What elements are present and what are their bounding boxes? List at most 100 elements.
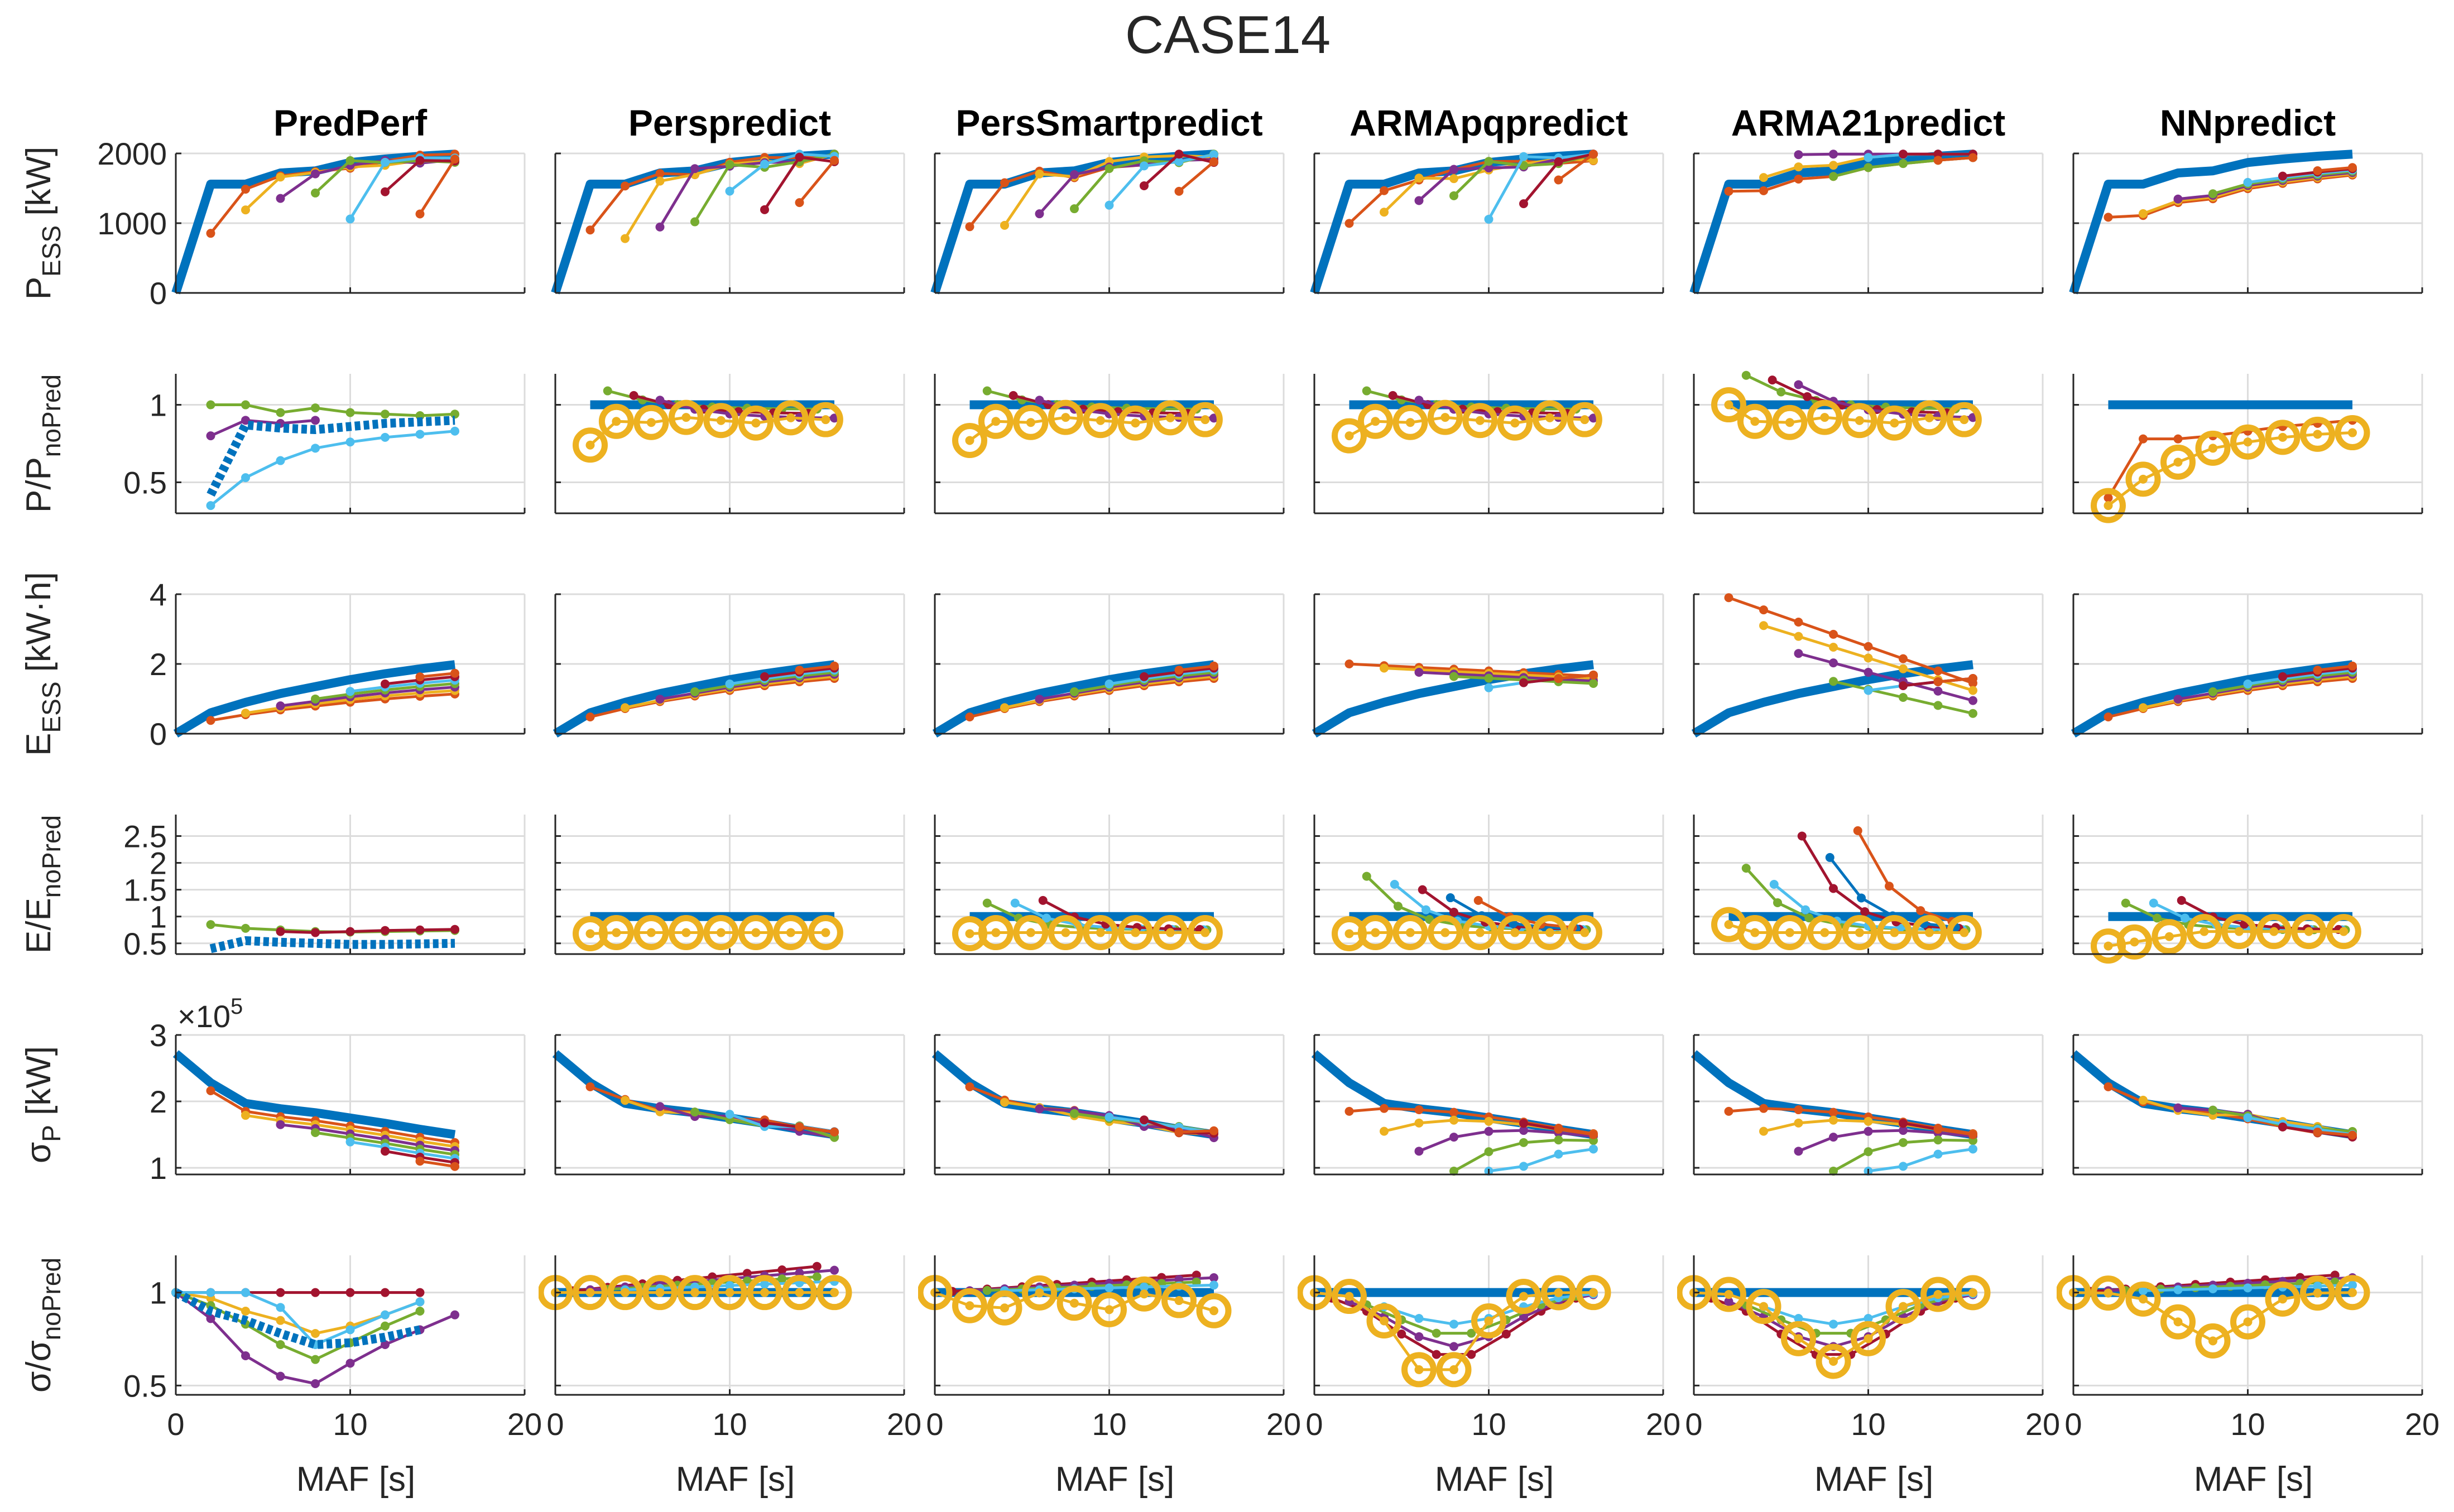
series-point: [1933, 1149, 1943, 1159]
series-point: [690, 164, 699, 174]
ylabel-main: E: [20, 733, 58, 756]
series-point: [1209, 661, 1218, 671]
series-group: [1691, 1050, 1977, 1176]
series-point: [612, 928, 621, 937]
series-line: [2317, 1130, 2353, 1137]
series-point: [1414, 1365, 1424, 1374]
series-point: [982, 1285, 992, 1295]
series-marker-circle: [817, 1275, 852, 1311]
series-point: [1589, 1144, 1598, 1154]
x-tick-label: 0: [2064, 1407, 2082, 1442]
series-point: [206, 400, 215, 410]
series-point: [2278, 672, 2287, 681]
series-point: [830, 1288, 839, 1297]
series-point: [345, 1359, 355, 1368]
series-marker-circle: [2300, 416, 2335, 452]
series-point: [1371, 928, 1380, 937]
series-point: [965, 222, 974, 232]
panel-r0-c4: ARMA21predict: [1689, 102, 2044, 295]
series-group: [1711, 370, 1982, 441]
series-point: [1140, 1115, 1149, 1125]
series-marker-circle: [1083, 915, 1118, 951]
series-point: [2153, 913, 2162, 923]
series-marker-circle: [1462, 403, 1498, 439]
x-tick-label: 20: [507, 1407, 542, 1442]
series-point: [2104, 213, 2113, 222]
series-marker-circle: [1392, 915, 1428, 951]
series-point: [1864, 1147, 1873, 1157]
series-marker-circle: [1781, 1321, 1816, 1356]
series-point: [311, 928, 320, 937]
series-point: [1445, 893, 1455, 903]
series-point: [450, 668, 459, 678]
series-point: [1924, 413, 1934, 422]
series-point: [1794, 1314, 1803, 1323]
series-point: [1414, 1105, 1424, 1115]
series-marker-circle: [1332, 418, 1367, 454]
series-point: [311, 1355, 320, 1364]
series-group: [171, 1288, 459, 1388]
series-point: [241, 1307, 250, 1316]
series-point: [1519, 152, 1528, 161]
series-point: [812, 1261, 822, 1271]
series-marker-circle: [2186, 914, 2222, 950]
series-marker-circle: [2265, 1281, 2301, 1317]
series-point: [2348, 163, 2357, 172]
series-line: [1558, 673, 1594, 680]
series-marker-circle: [1401, 1352, 1437, 1388]
series-marker-circle: [2125, 1281, 2161, 1317]
series-point: [1449, 1133, 1458, 1142]
series-point: [1070, 1298, 1079, 1308]
series-marker-circle: [1851, 1321, 1886, 1356]
series-line: [798, 159, 835, 204]
series-marker-circle: [738, 915, 774, 951]
series-point: [1380, 1126, 1389, 1136]
x-tick-label: 10: [2230, 1407, 2265, 1442]
series-marker-circle: [703, 915, 739, 951]
series-point: [1432, 1350, 1441, 1359]
series-marker-circle: [978, 915, 1014, 951]
series-point: [1794, 380, 1803, 389]
series-point: [777, 1265, 787, 1275]
series-point: [1899, 1126, 1908, 1135]
series-point: [1484, 1116, 1493, 1126]
series-point: [760, 205, 769, 214]
series-point: [2278, 1294, 2287, 1304]
series-point: [1797, 831, 1807, 841]
series-point: [415, 430, 425, 439]
ylabel-unit: [kW]: [20, 147, 58, 225]
series-point: [1864, 1334, 1873, 1344]
series-marker-circle: [1912, 400, 1947, 436]
series-group: [1332, 386, 1602, 454]
series-point: [1510, 418, 1520, 428]
series-point: [276, 456, 285, 465]
series-line: [1179, 664, 1214, 672]
series-point: [725, 160, 734, 169]
series-point: [450, 924, 459, 934]
series-point: [777, 1274, 787, 1284]
series-point: [646, 928, 656, 937]
series-point: [1209, 1273, 1218, 1282]
series-point: [1440, 928, 1450, 937]
series-point: [1545, 928, 1554, 937]
series-point: [1449, 1167, 1458, 1176]
x-tick-label: 0: [167, 1407, 184, 1442]
panel-r3-c1: [554, 815, 905, 955]
series-point: [1397, 1330, 1406, 1339]
series-point: [1759, 1126, 1768, 1136]
series-point: [1096, 928, 1105, 937]
series-marker-circle: [1946, 402, 1982, 437]
series-point: [2173, 1317, 2183, 1327]
series-point: [1829, 1133, 1838, 1142]
series-point: [415, 156, 425, 165]
series-point: [1344, 431, 1354, 441]
ylabel-unit: [kW·h]: [20, 572, 58, 681]
reference-series: [2069, 150, 2353, 295]
series-marker-circle: [1022, 1275, 1057, 1311]
reference-series: [1691, 660, 1973, 738]
series-point: [1104, 1305, 1114, 1314]
series-point: [646, 418, 656, 427]
series-point: [2181, 913, 2189, 923]
series-point: [1165, 413, 1175, 422]
series-point: [1388, 391, 1398, 400]
